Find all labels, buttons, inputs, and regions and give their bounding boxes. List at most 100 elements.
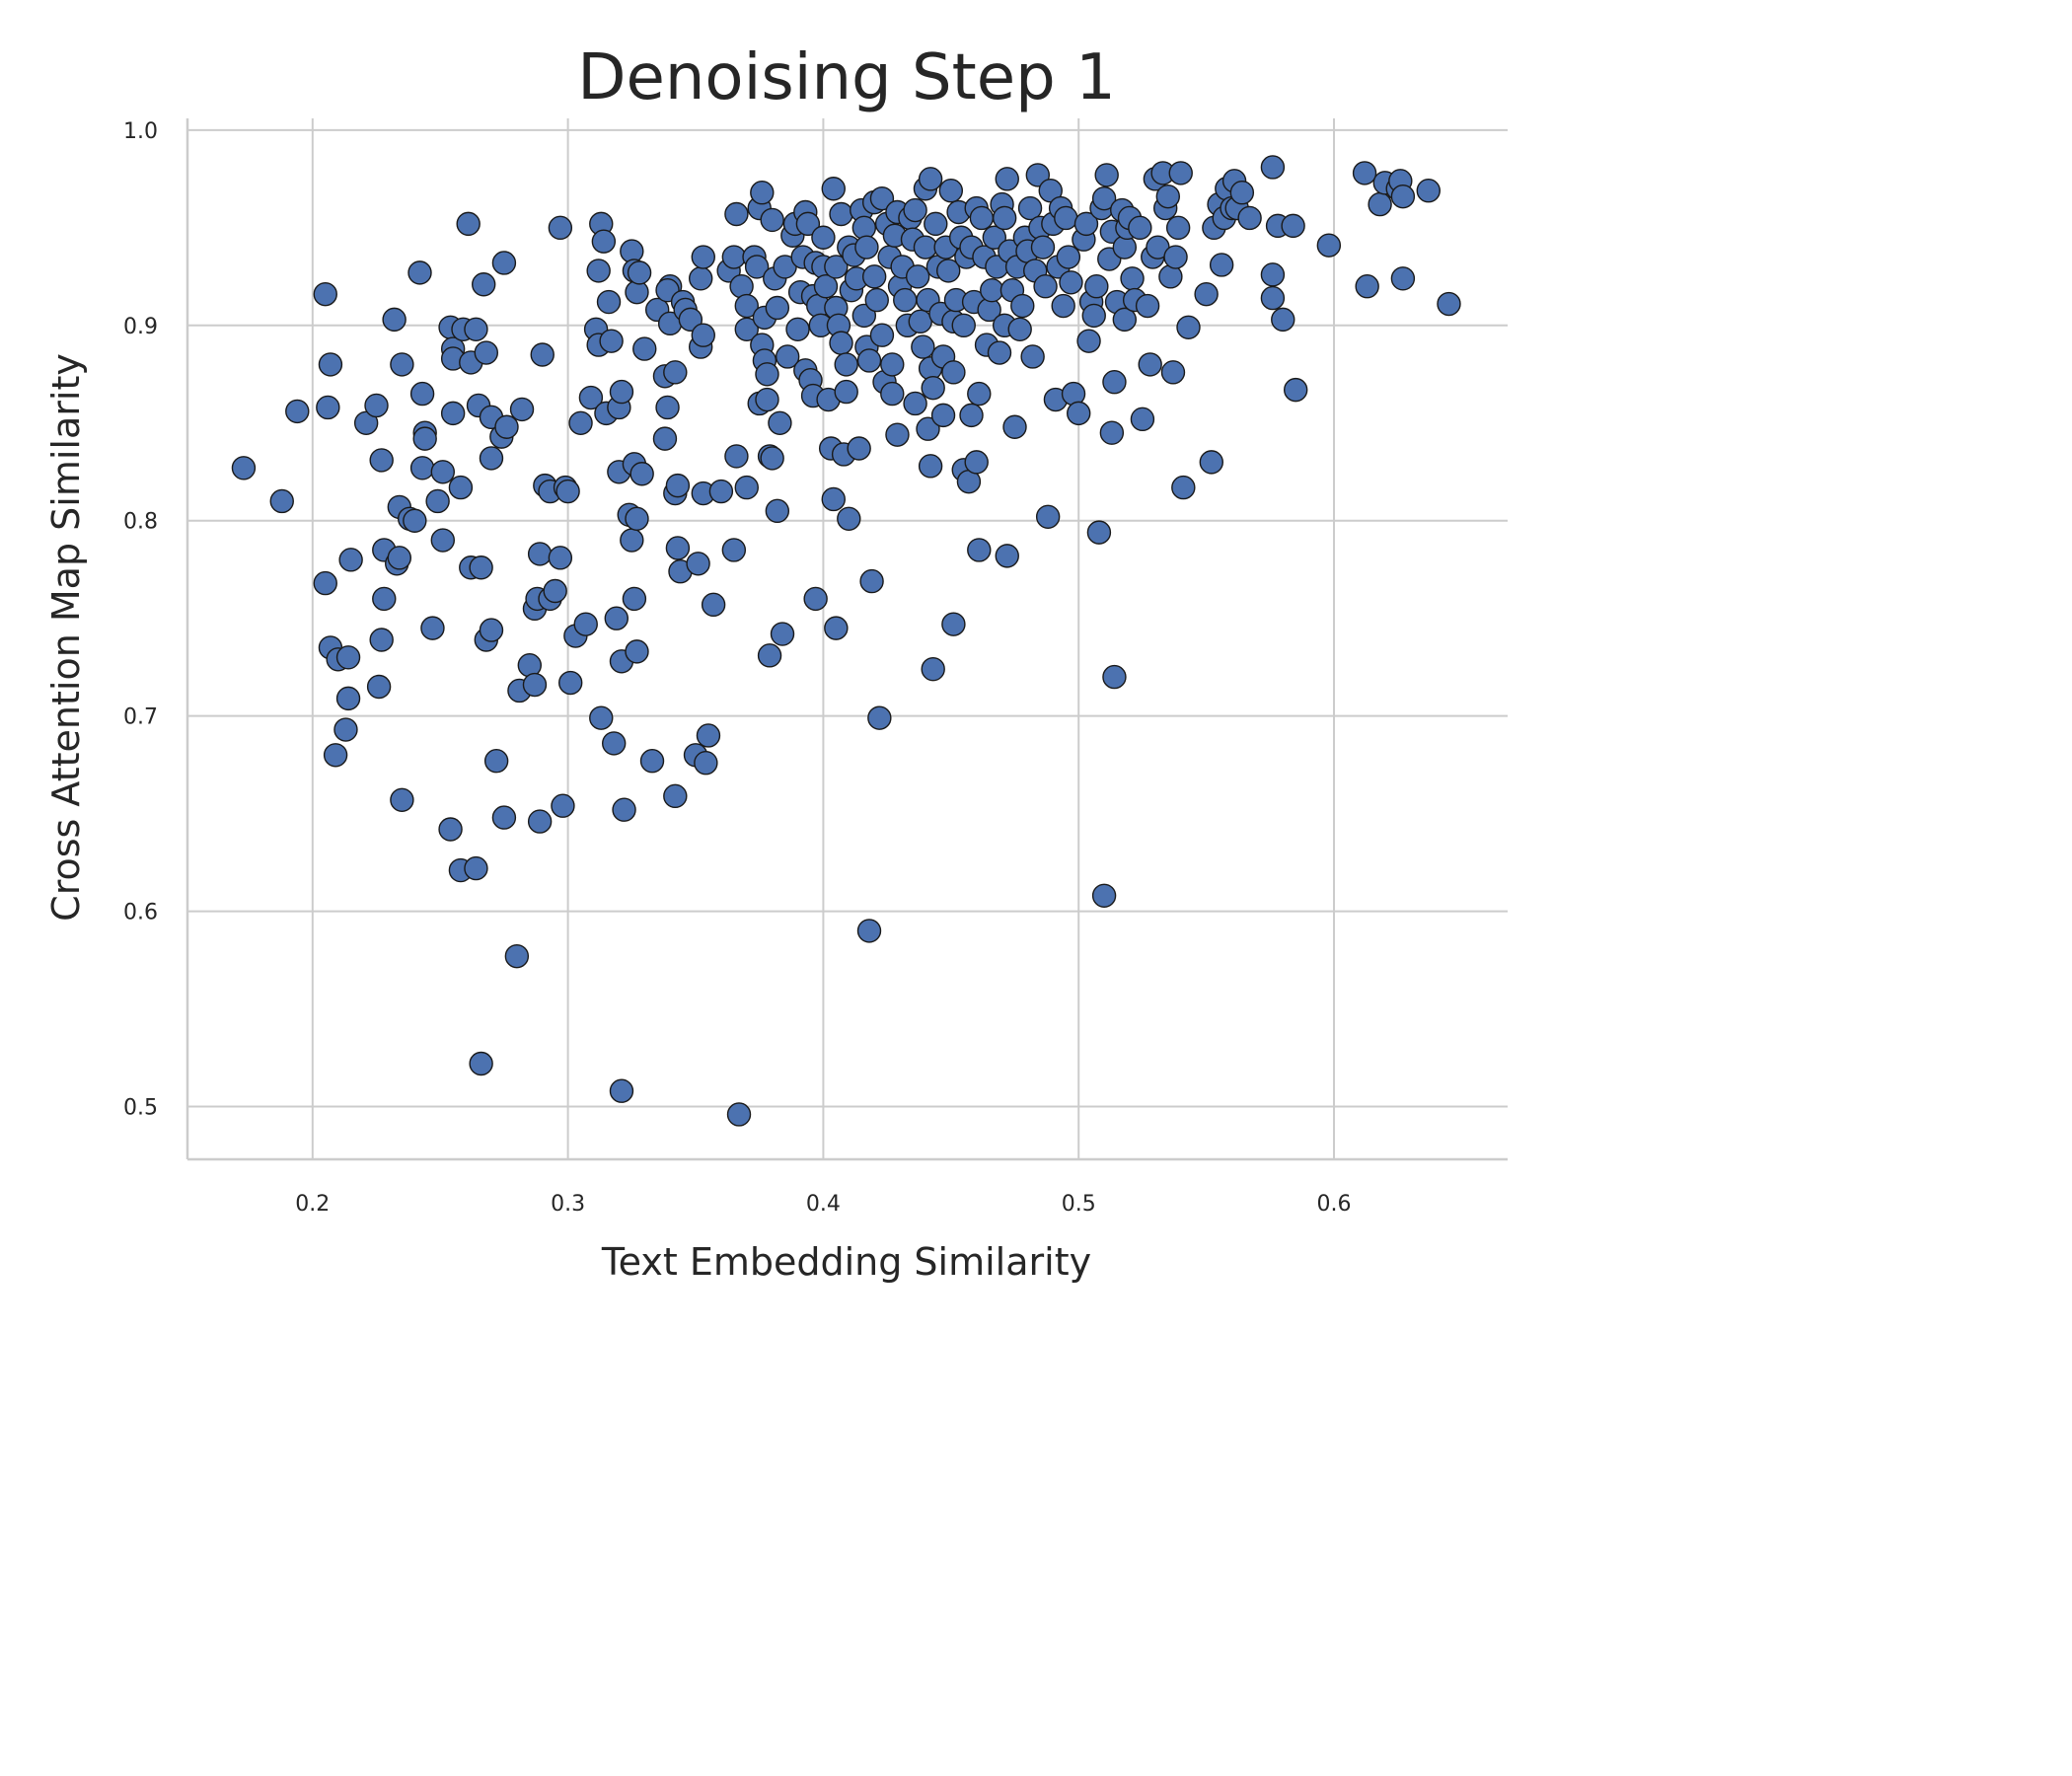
scatter-point bbox=[425, 488, 450, 514]
scatter-point bbox=[313, 281, 337, 307]
scatter-point bbox=[905, 264, 930, 289]
scatter-point bbox=[851, 303, 877, 329]
scatter-point bbox=[620, 528, 644, 553]
scatter-point bbox=[941, 360, 966, 385]
scatter-point bbox=[1168, 161, 1193, 185]
scatter-point bbox=[665, 473, 691, 498]
scatter-point bbox=[1076, 329, 1101, 353]
scatter-point bbox=[420, 616, 445, 640]
scatter-point bbox=[1099, 420, 1125, 445]
scatter-point bbox=[1084, 274, 1109, 299]
scatter-point bbox=[409, 381, 435, 407]
scatter-point bbox=[1229, 181, 1255, 205]
scatter-point bbox=[755, 362, 779, 387]
scatter-point bbox=[369, 448, 394, 473]
scatter-point bbox=[854, 235, 879, 259]
scatter-point bbox=[856, 919, 882, 943]
x-tick-labels: 0.2 0.3 0.4 0.5 0.6 bbox=[295, 1192, 1351, 1217]
scatter-point bbox=[382, 307, 407, 333]
scatter-point bbox=[372, 586, 397, 612]
scatter-point bbox=[601, 731, 627, 756]
scatter-point bbox=[721, 538, 747, 562]
scatter-point bbox=[1035, 504, 1061, 529]
scatter-point bbox=[885, 422, 910, 447]
scatter-point bbox=[734, 475, 759, 500]
scatter-point bbox=[903, 391, 927, 416]
scatter-point bbox=[364, 393, 389, 418]
scatter-point bbox=[691, 245, 715, 269]
scatter-point bbox=[548, 546, 573, 570]
scatter-point bbox=[829, 331, 853, 355]
scatter-point bbox=[1025, 163, 1051, 187]
scatter-point bbox=[469, 555, 493, 580]
scatter-point bbox=[316, 395, 340, 420]
scatter-point bbox=[430, 460, 456, 484]
scatter-point bbox=[632, 336, 657, 361]
scatter-point bbox=[609, 1078, 634, 1103]
scatter-point bbox=[869, 185, 895, 211]
scatter-point bbox=[995, 544, 1019, 568]
scatter-point bbox=[1138, 352, 1162, 377]
scatter-point bbox=[1437, 291, 1461, 317]
y-tick-label: 1.0 bbox=[123, 119, 158, 144]
scatter-point bbox=[734, 317, 759, 341]
scatter-point bbox=[918, 167, 943, 191]
scatter-point bbox=[612, 797, 636, 822]
scatter-point bbox=[859, 568, 884, 594]
scatter-point bbox=[472, 272, 496, 297]
scatter-point bbox=[491, 251, 517, 275]
scatter-point bbox=[1271, 307, 1295, 333]
scatter-point bbox=[856, 348, 882, 373]
scatter-point bbox=[785, 317, 810, 341]
scatter-point bbox=[921, 375, 945, 401]
scatter-point bbox=[366, 674, 392, 700]
scatter-point bbox=[726, 1102, 752, 1127]
scatter-point bbox=[1054, 205, 1078, 231]
scatter-point bbox=[479, 618, 504, 642]
scatter-point bbox=[951, 313, 976, 338]
scatter-point bbox=[1059, 270, 1083, 295]
scatter-point bbox=[1081, 303, 1106, 329]
scatter-point bbox=[992, 205, 1017, 231]
scatter-point bbox=[1056, 245, 1081, 269]
scatter-point bbox=[829, 201, 853, 227]
scatter-point bbox=[1067, 401, 1091, 426]
scatter-point bbox=[456, 211, 481, 237]
x-tick-label: 0.4 bbox=[806, 1192, 841, 1217]
scatter-point bbox=[1091, 883, 1117, 908]
scatter-point bbox=[824, 255, 849, 279]
scatter-point bbox=[409, 456, 435, 481]
chart-title: Denoising Step 1 bbox=[577, 41, 1116, 114]
scatter-point bbox=[755, 387, 779, 412]
scatter-point bbox=[691, 323, 715, 347]
scatter-point bbox=[1416, 179, 1441, 203]
scatter-point bbox=[591, 229, 617, 254]
scatter-point bbox=[1281, 213, 1305, 239]
scatter-point bbox=[967, 538, 992, 562]
scatter-point bbox=[1355, 274, 1379, 299]
scatter-point bbox=[333, 717, 358, 742]
scatter-point bbox=[1283, 377, 1308, 403]
scatter-point bbox=[837, 506, 861, 531]
scatter-point bbox=[568, 410, 593, 435]
scatter-point bbox=[969, 205, 995, 231]
scatter-point bbox=[694, 750, 718, 776]
scatter-point bbox=[869, 323, 895, 347]
scatter-point bbox=[724, 201, 749, 227]
scatter-point bbox=[338, 548, 363, 572]
scatter-point bbox=[586, 259, 611, 283]
scatter-point bbox=[1017, 195, 1043, 221]
scatter-point bbox=[509, 397, 535, 422]
scatter-point bbox=[323, 743, 348, 768]
x-tick-label: 0.3 bbox=[551, 1192, 585, 1217]
scatter-point bbox=[464, 855, 488, 881]
y-tick-label: 0.5 bbox=[123, 1096, 158, 1121]
scatter-point bbox=[1094, 163, 1119, 187]
scatter-point bbox=[1002, 414, 1027, 439]
scatter-point bbox=[387, 546, 412, 570]
scatter-point bbox=[469, 1051, 493, 1076]
scatter-point bbox=[1316, 233, 1342, 258]
scatter-point bbox=[609, 379, 634, 405]
scatter-point bbox=[1007, 317, 1032, 341]
scatter-point bbox=[795, 211, 821, 237]
